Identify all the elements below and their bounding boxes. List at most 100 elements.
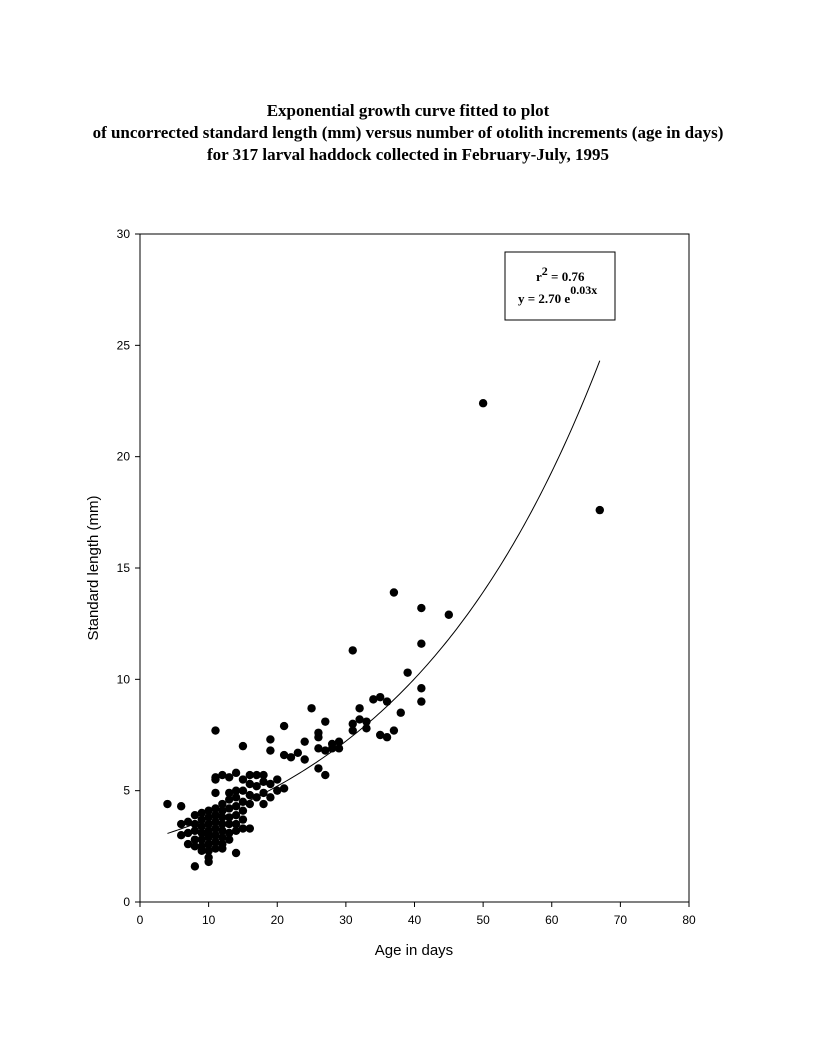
- data-point: [417, 639, 426, 648]
- data-point: [259, 799, 268, 809]
- data-point: [403, 668, 412, 677]
- data-point: [314, 744, 323, 753]
- y-tick-label: 5: [123, 784, 130, 798]
- data-point: [300, 737, 309, 746]
- x-tick-label: 10: [202, 913, 216, 927]
- data-point: [231, 819, 241, 829]
- data-point: [259, 788, 268, 798]
- data-point: [238, 806, 248, 815]
- y-tick-label: 10: [117, 672, 131, 686]
- x-tick-label: 60: [545, 913, 559, 927]
- data-point: [183, 817, 193, 827]
- data-point: [273, 786, 282, 795]
- data-point: [163, 799, 172, 809]
- data-point: [327, 744, 337, 753]
- title-line-1: Exponential growth curve fitted to plot: [266, 101, 550, 120]
- data-point: [286, 753, 296, 762]
- data-point: [382, 697, 392, 706]
- data-point: [197, 828, 206, 838]
- data-point: [266, 735, 275, 744]
- data-point: [197, 822, 206, 831]
- data-point: [211, 824, 220, 833]
- x-tick-label: 40: [408, 913, 422, 927]
- data-point: [225, 773, 234, 782]
- data-point: [245, 779, 254, 789]
- data-point: [204, 846, 213, 855]
- data-point: [293, 748, 303, 758]
- data-point: [204, 813, 213, 822]
- data-point: [279, 750, 289, 760]
- data-point: [417, 684, 426, 693]
- data-point: [183, 828, 193, 838]
- data-point: [231, 848, 241, 858]
- x-tick-label: 70: [614, 913, 628, 927]
- data-point: [211, 844, 220, 853]
- x-axis-label: Age in days: [375, 942, 453, 959]
- data-point: [238, 797, 248, 806]
- data-point: [238, 786, 248, 795]
- data-point: [183, 839, 193, 849]
- data-point: [204, 819, 213, 829]
- fit-curve: [167, 360, 601, 834]
- data-point: [252, 782, 261, 791]
- data-point: [190, 826, 200, 835]
- data-point: [218, 806, 227, 815]
- data-point: [321, 717, 330, 726]
- data-point: [231, 802, 241, 811]
- data-point: [252, 793, 261, 802]
- r-squared-label: r2 = 0.76: [536, 264, 585, 284]
- y-tick-label: 15: [117, 561, 131, 575]
- data-point: [252, 770, 261, 780]
- data-point: [190, 810, 200, 820]
- data-point: [334, 737, 344, 746]
- data-point: [259, 770, 268, 780]
- data-point: [300, 755, 309, 764]
- data-point: [190, 835, 200, 844]
- x-tick-label: 50: [476, 913, 490, 927]
- data-point: [382, 733, 392, 742]
- x-tick-label: 0: [137, 913, 144, 927]
- data-point: [389, 588, 399, 597]
- data-point: [348, 726, 357, 735]
- data-point: [279, 721, 289, 731]
- data-point: [225, 828, 234, 838]
- data-point: [444, 610, 454, 619]
- data-point: [238, 824, 248, 833]
- data-point: [478, 399, 488, 408]
- data-point: [225, 795, 234, 804]
- data-point: [204, 839, 213, 849]
- data-point: [218, 770, 227, 780]
- data-point: [375, 730, 385, 740]
- equation-box: r2 = 0.76 y = 2.70 e0.03x: [504, 251, 616, 321]
- data-point: [314, 764, 323, 773]
- data-point: [238, 741, 248, 751]
- data-point: [211, 775, 220, 784]
- data-point: [197, 846, 206, 855]
- data-point: [211, 837, 220, 847]
- x-tick-label: 20: [271, 913, 285, 927]
- title-line-3: for 317 larval haddock collected in Febr…: [206, 145, 609, 164]
- data-point: [231, 826, 241, 835]
- data-point: [197, 808, 206, 818]
- y-tick-label: 20: [117, 450, 131, 464]
- data-point: [218, 819, 227, 829]
- data-point: [273, 775, 282, 784]
- data-point: [190, 842, 200, 851]
- data-points: [163, 399, 604, 871]
- data-point: [176, 831, 186, 840]
- data-point: [417, 697, 426, 706]
- data-point: [245, 770, 254, 780]
- data-point: [375, 692, 385, 702]
- data-point: [321, 746, 330, 755]
- equation-label: y = 2.70 e0.03x: [518, 283, 597, 306]
- data-point: [348, 719, 357, 729]
- data-point: [225, 835, 234, 844]
- data-point: [211, 810, 220, 820]
- data-point: [218, 813, 227, 822]
- data-point: [211, 804, 220, 813]
- data-point: [279, 784, 289, 793]
- data-point: [211, 726, 220, 735]
- data-point: [266, 746, 275, 755]
- data-point: [245, 799, 254, 809]
